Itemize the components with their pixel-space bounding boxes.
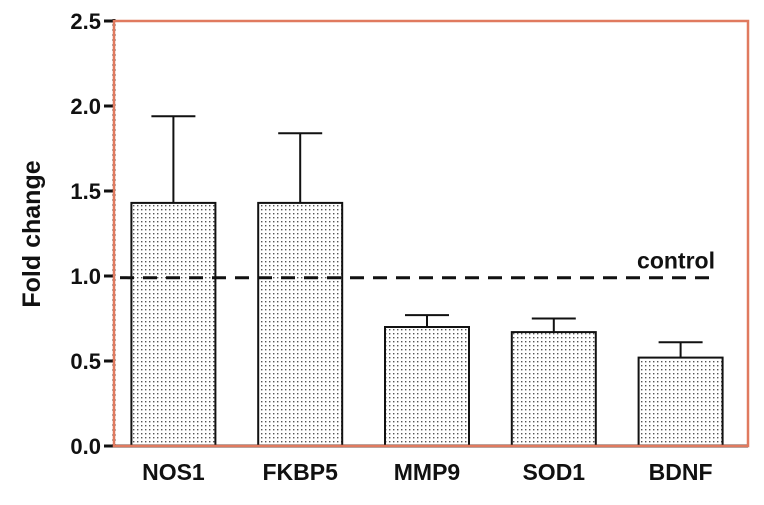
control-label: control: [637, 248, 715, 274]
bar-mmp9: [384, 326, 470, 447]
y-tick-label: 0.0: [70, 434, 101, 459]
bar-sod1: [510, 331, 597, 448]
category-label-sod1: SOD1: [522, 459, 585, 485]
plot-frame: [112, 19, 750, 448]
bar-bdnf: [637, 356, 724, 448]
bar-nos1: [130, 201, 217, 447]
y-axis-title: Fold change: [18, 160, 46, 307]
y-tick-label: 2.5: [70, 9, 101, 34]
y-tick-label: 0.5: [70, 349, 101, 374]
category-label-mmp9: MMP9: [394, 459, 460, 485]
y-tick-label: 1.5: [70, 179, 101, 204]
bar-fkbp5: [257, 201, 344, 447]
y-tick-label: 1.0: [70, 264, 101, 289]
category-label-nos1: NOS1: [142, 459, 205, 485]
y-tick-label: 2.0: [70, 94, 101, 119]
category-label-fkbp5: FKBP5: [262, 459, 338, 485]
category-label-bdnf: BDNF: [649, 459, 713, 485]
